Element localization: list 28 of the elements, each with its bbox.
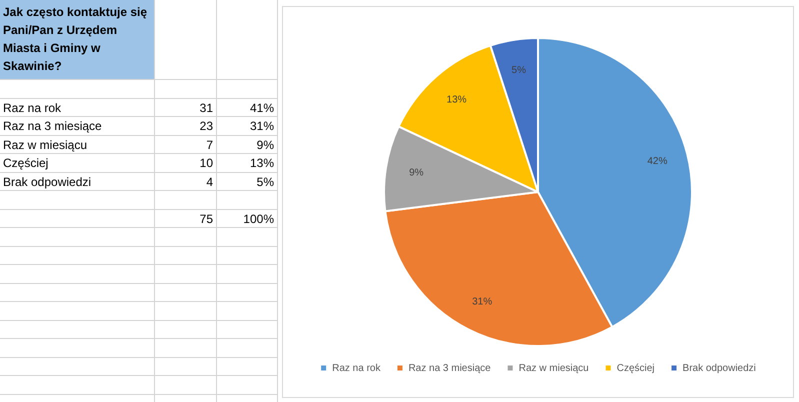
legend-label: Brak odpowiedzi <box>682 362 756 374</box>
text: 13% <box>217 154 278 172</box>
data-label: 9% <box>409 167 424 178</box>
data-label: 13% <box>446 94 467 106</box>
text: 23 <box>155 117 217 136</box>
text: 4 <box>155 172 217 191</box>
text: 75 <box>155 210 217 228</box>
text: 10 <box>155 154 217 172</box>
category-label: Raz w miesiącu <box>3 138 88 152</box>
data-label: 5% <box>512 65 526 76</box>
legend-label: Raz na 3 miesiące <box>408 362 492 374</box>
text: 41% <box>217 98 278 117</box>
text: 31 <box>155 98 217 117</box>
text: 7 <box>155 136 217 154</box>
text: 100% <box>217 210 278 228</box>
text: 5% <box>217 172 278 191</box>
legend-label: Raz na rok <box>332 362 382 374</box>
data-label: 42% <box>647 156 668 168</box>
text: 31% <box>217 117 278 136</box>
legend-label: Raz w miesiącu <box>518 362 589 374</box>
text: 9% <box>217 136 278 154</box>
text: Jak często kontaktuje się Pani/Pan z Urzędem Miasta i Gminy w Skawinie? <box>0 0 155 80</box>
data-label: 31% <box>472 296 492 308</box>
category-label: Brak odpowiedzi <box>3 174 92 188</box>
category-label: Raz na rok <box>3 100 62 114</box>
legend-label: Częściej <box>616 362 655 374</box>
category-label: Częściej <box>3 156 48 170</box>
category-label: Raz na 3 miesiące <box>3 119 102 133</box>
